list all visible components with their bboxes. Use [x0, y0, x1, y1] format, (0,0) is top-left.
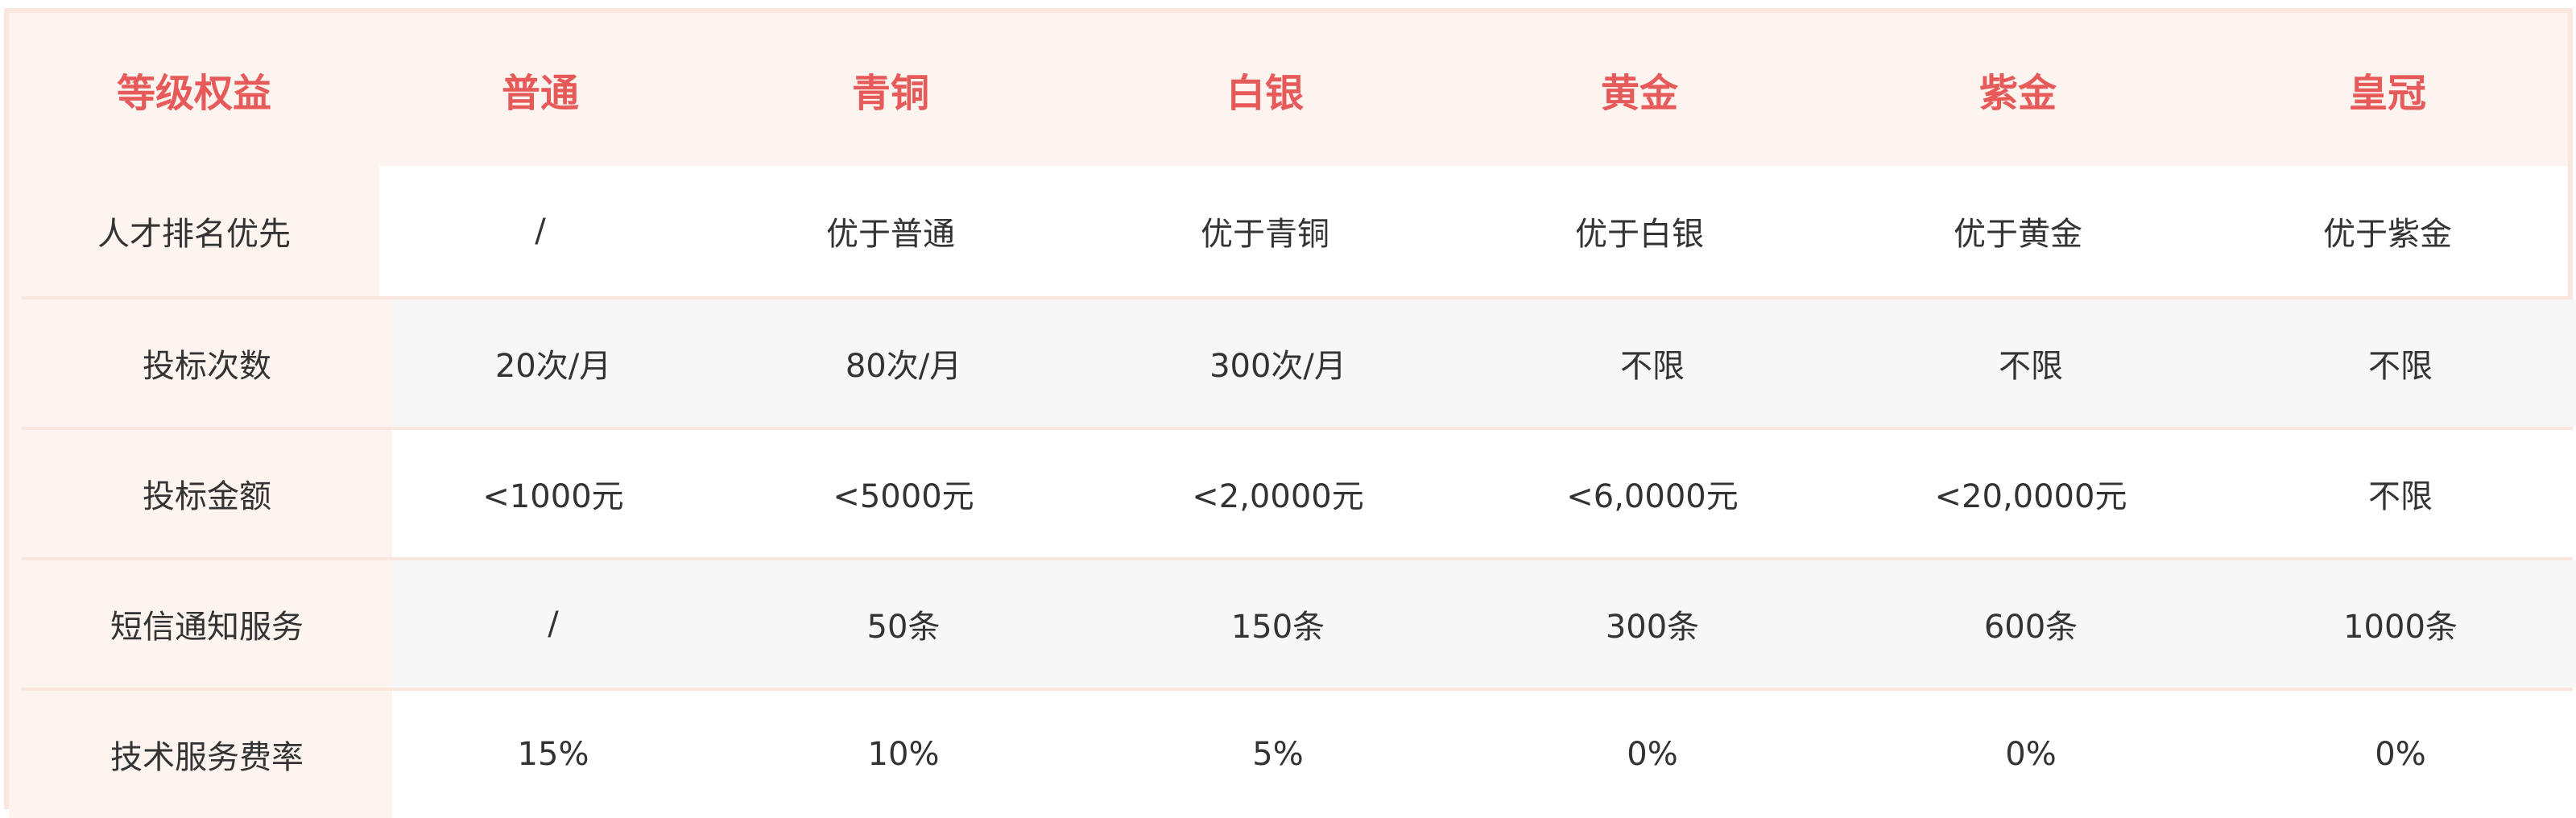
cell: 300次/月 — [1093, 300, 1463, 427]
cell: 150条 — [1093, 560, 1463, 688]
cell: 优于青铜 — [1080, 166, 1450, 296]
cell: 5% — [1093, 691, 1463, 818]
row-label: 技术服务费率 — [9, 691, 392, 818]
header-crown: 皇冠 — [2348, 71, 2426, 116]
row-label: 短信通知服务 — [9, 560, 392, 688]
cell: 不限 — [1842, 300, 2220, 427]
cell: <5000元 — [714, 430, 1093, 557]
cell: / — [392, 560, 714, 688]
cell: 0% — [1463, 691, 1842, 818]
cell: 15% — [392, 691, 714, 818]
cell: 10% — [714, 691, 1093, 818]
cell: 优于普通 — [701, 166, 1080, 296]
row-label: 投标金额 — [9, 430, 392, 557]
table-row: 人才排名优先 / 优于普通 优于青铜 优于白银 优于黄金 优于紫金 — [9, 166, 2568, 296]
header-gold: 黄金 — [1600, 71, 1678, 116]
cell: <20,0000元 — [1842, 430, 2220, 557]
row-label: 投标次数 — [9, 300, 392, 427]
table-row: 投标金额 <1000元 <5000元 <2,0000元 <6,0000元 <20… — [9, 427, 2576, 557]
table-row: 投标次数 20次/月 80次/月 300次/月 不限 不限 不限 — [9, 296, 2576, 427]
row-label: 人才排名优先 — [9, 166, 379, 296]
cell: <2,0000元 — [1093, 430, 1463, 557]
cell: 优于黄金 — [1829, 166, 2207, 296]
table-row: 技术服务费率 15% 10% 5% 0% 0% 0% — [9, 688, 2576, 818]
cell: / — [379, 166, 701, 296]
header-silver: 白银 — [1226, 71, 1304, 116]
header-bronze: 青铜 — [851, 71, 929, 116]
cell: 0% — [1842, 691, 2220, 818]
cell: 600条 — [1842, 560, 2220, 688]
cell: 20次/月 — [392, 300, 714, 427]
table-header: 等级权益 普通 青铜 白银 黄金 紫金 皇冠 — [9, 13, 2568, 166]
cell: 1000条 — [2220, 560, 2576, 688]
cell: 不限 — [2220, 300, 2576, 427]
header-purple-gold: 紫金 — [1979, 71, 2057, 116]
header-benefits: 等级权益 — [116, 71, 271, 116]
cell: 300条 — [1463, 560, 1842, 688]
cell: 优于紫金 — [2207, 166, 2568, 296]
table-row: 短信通知服务 / 50条 150条 300条 600条 1000条 — [9, 557, 2576, 688]
membership-benefits-table: 等级权益 普通 青铜 白银 黄金 紫金 皇冠 人才排名优先 / 优于普通 优于青… — [4, 8, 2576, 818]
header-normal: 普通 — [501, 71, 579, 116]
cell: 优于白银 — [1450, 166, 1829, 296]
cell: 80次/月 — [714, 300, 1093, 427]
cell: 50条 — [714, 560, 1093, 688]
cell: 不限 — [1463, 300, 1842, 427]
cell: 不限 — [2220, 430, 2576, 557]
cell: <1000元 — [392, 430, 714, 557]
cell: 0% — [2220, 691, 2576, 818]
cell: <6,0000元 — [1463, 430, 1842, 557]
